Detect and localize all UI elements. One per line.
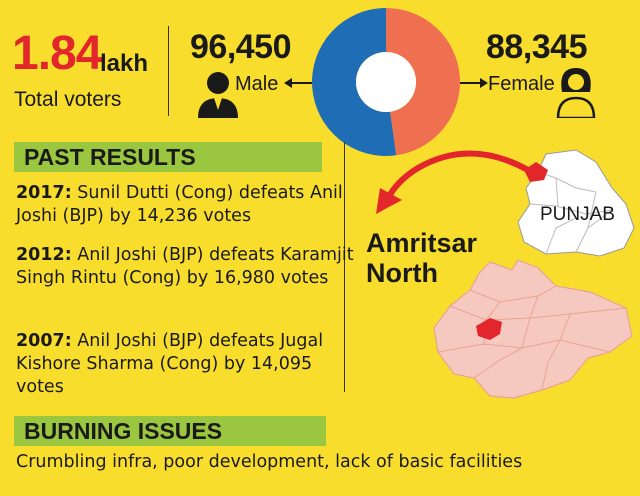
- donut-slice-female: [386, 8, 461, 156]
- male-label: Male: [235, 73, 279, 95]
- pointer-arrow: [376, 150, 530, 214]
- divider-middle: [344, 142, 345, 392]
- result-2007: 2007: Anil Joshi (BJP) defeats Jugal Kis…: [16, 330, 356, 399]
- female-count: 88,345: [486, 28, 588, 66]
- result-2012: 2012: Anil Joshi (BJP) defeats Karamjit …: [16, 244, 356, 290]
- donut-center: [356, 52, 416, 112]
- divider-top-left: [168, 26, 169, 116]
- result-year: 2007:: [16, 331, 72, 351]
- total-voters-unit: lakh: [100, 50, 149, 77]
- punjab-state-map: [517, 149, 635, 257]
- male-person-icon: [198, 72, 238, 118]
- male-count: 96,450: [190, 28, 292, 66]
- amritsar-district-map: [433, 259, 633, 399]
- donut-slice-male: [312, 8, 397, 156]
- total-voters-value: 1.84: [12, 27, 102, 80]
- burning-issues-text: Crumbling infra, poor development, lack …: [16, 452, 523, 472]
- state-label: PUNJAB: [540, 204, 615, 225]
- result-text: Sunil Dutti (Cong) defeats Anil Joshi (B…: [16, 183, 343, 226]
- constituency-name-line1: Amritsar: [366, 228, 478, 258]
- constituency-name-line2: North: [366, 258, 438, 288]
- total-voters-label: Total voters: [14, 88, 122, 111]
- result-text: Anil Joshi (BJP) defeats Jugal Kishore S…: [16, 331, 324, 397]
- female-label: Female: [488, 73, 555, 95]
- gender-donut-chart: [312, 8, 461, 156]
- past-results-heading: PAST RESULTS: [14, 142, 322, 172]
- result-year: 2017:: [16, 183, 72, 203]
- result-2017: 2017: Sunil Dutti (Cong) defeats Anil Jo…: [16, 182, 356, 228]
- female-person-icon: [556, 68, 596, 118]
- result-text: Anil Joshi (BJP) defeats Karamjit Singh …: [16, 245, 354, 288]
- burning-issues-heading: BURNING ISSUES: [14, 416, 326, 446]
- result-year: 2012:: [16, 245, 72, 265]
